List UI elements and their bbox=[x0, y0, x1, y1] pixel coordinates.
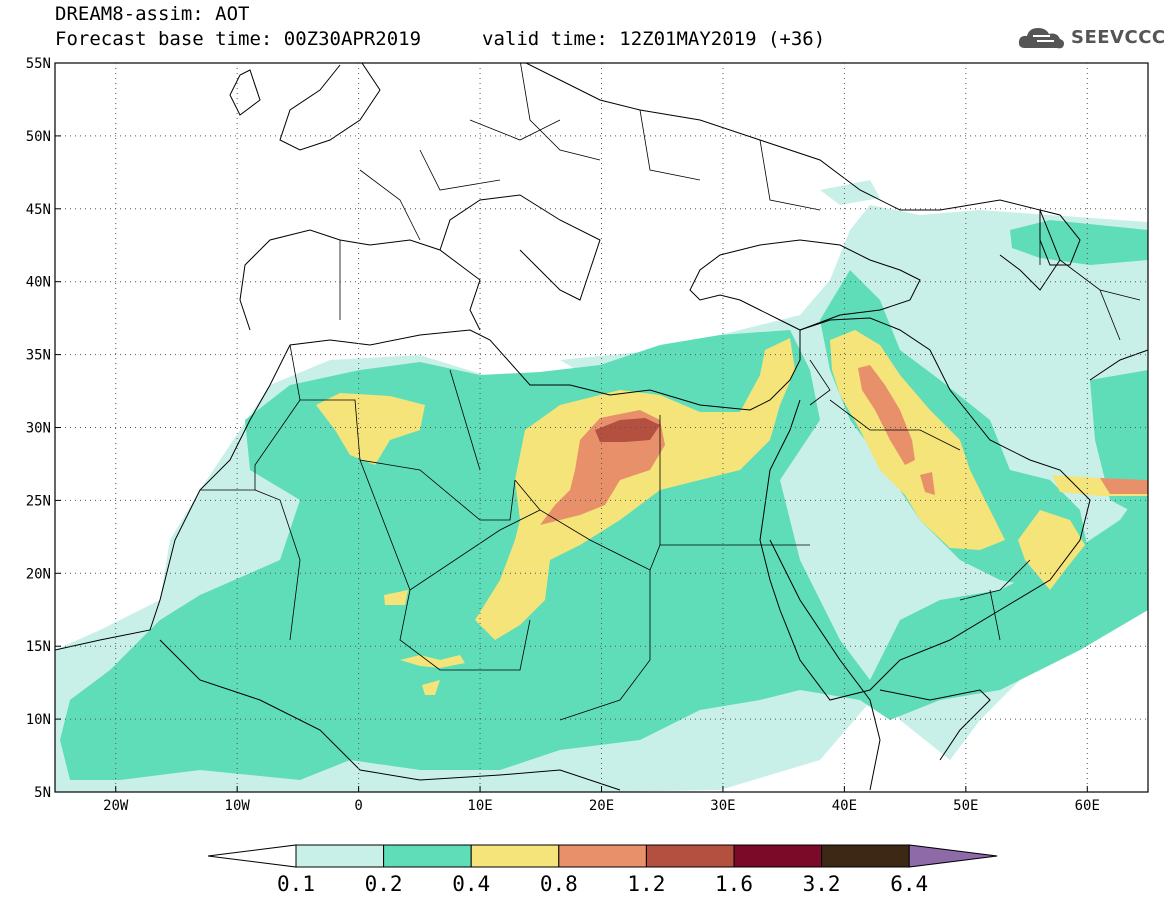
colorbar-swatch bbox=[821, 844, 910, 868]
longitude-label: 20W bbox=[103, 798, 129, 814]
latitude-label: 40N bbox=[26, 275, 51, 291]
aot-1-2-layer bbox=[595, 418, 660, 442]
colorbar-level-label: 0.1 bbox=[277, 872, 315, 896]
longitude-label: 0 bbox=[354, 798, 362, 814]
latitude-label: 10N bbox=[26, 712, 51, 728]
latitude-label: 35N bbox=[26, 348, 51, 364]
country-borders bbox=[200, 63, 1141, 721]
aot-0-2-layer bbox=[60, 220, 1148, 780]
longitude-label: 40E bbox=[832, 798, 857, 814]
colorbar-swatch bbox=[558, 844, 647, 868]
colorbar-upper-extension bbox=[908, 844, 998, 868]
latitude-label: 30N bbox=[26, 421, 51, 437]
valid-time: valid time: 12Z01MAY2019 (+36) bbox=[482, 28, 826, 50]
colorbar-level-label: 6.4 bbox=[890, 872, 928, 896]
latitude-label: 45N bbox=[26, 202, 51, 218]
latitude-label: 55N bbox=[26, 56, 51, 72]
colorbar-lower-extension bbox=[207, 844, 297, 868]
forecast-base-time: Forecast base time: 00Z30APR2019 bbox=[55, 28, 422, 50]
latitude-label: 25N bbox=[26, 493, 51, 509]
colorbar-level-label: 1.6 bbox=[715, 872, 753, 896]
latitude-axis: 55N 50N 45N 40N 35N 30N 25N 20N 15N 10N 5N bbox=[26, 56, 61, 801]
latitude-label: 20N bbox=[26, 566, 51, 582]
seevccc-logo: SEEVCCC bbox=[1017, 22, 1165, 52]
coastlines bbox=[55, 63, 1148, 791]
colorbar-level-label: 0.4 bbox=[452, 872, 490, 896]
longitude-label: 10W bbox=[225, 798, 251, 814]
latitude-label: 15N bbox=[26, 639, 51, 655]
map-title: DREAM8-assim: AOT bbox=[55, 3, 250, 25]
colorbar-swatch bbox=[383, 844, 472, 868]
colorbar-level-label: 3.2 bbox=[803, 872, 841, 896]
logo-text: SEEVCCC bbox=[1071, 26, 1165, 48]
graticule bbox=[55, 63, 1148, 792]
colorbar-swatch bbox=[645, 844, 735, 868]
latitude-label: 5N bbox=[34, 785, 51, 801]
longitude-label: 20E bbox=[589, 798, 614, 814]
colorbar: 0.1 0.2 0.4 0.8 1.2 1.6 3.2 6.4 bbox=[207, 844, 998, 896]
longitude-label: 30E bbox=[710, 798, 735, 814]
colorbar-swatch bbox=[470, 844, 560, 868]
colorbar-level-label: 0.8 bbox=[540, 872, 578, 896]
cloud-icon bbox=[1018, 28, 1064, 49]
longitude-axis: 20W 10W 0 10E 20E 30E 40E 50E 60E bbox=[103, 786, 1100, 814]
longitude-label: 50E bbox=[953, 798, 978, 814]
latitude-label: 50N bbox=[26, 129, 51, 145]
colorbar-swatch bbox=[295, 844, 385, 868]
longitude-label: 10E bbox=[467, 798, 492, 814]
longitude-label: 60E bbox=[1075, 798, 1100, 814]
colorbar-level-label: 1.2 bbox=[627, 872, 665, 896]
colorbar-swatch bbox=[733, 844, 823, 868]
colorbar-level-label: 0.2 bbox=[365, 872, 403, 896]
